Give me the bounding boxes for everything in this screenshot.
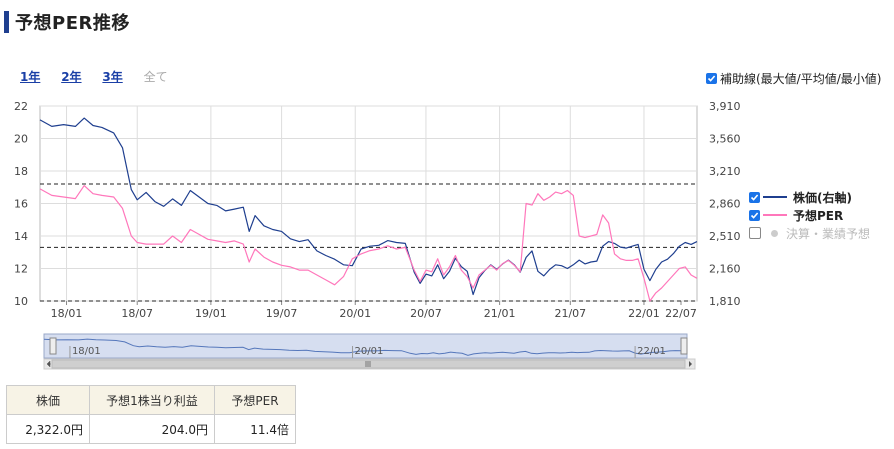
y-left-tick-label: 16 (14, 198, 28, 211)
legend-item-stock-price[interactable]: 株価(右軸) (749, 188, 870, 206)
legend-item-per[interactable]: 予想PER (749, 206, 870, 224)
x-tick-label: 20/07 (410, 307, 442, 320)
series-line-per (39, 184, 698, 302)
range-all-link: 全て (143, 70, 168, 84)
y-right-tick-label: 1,810 (709, 295, 741, 308)
y-right-tick-label: 3,560 (709, 133, 741, 146)
x-tick-label: 21/07 (554, 307, 586, 320)
navigator-left-handle[interactable] (49, 337, 57, 355)
y-right-tick-label: 2,510 (709, 230, 741, 243)
y-left-tick-label: 20 (14, 133, 28, 146)
y-left-tick-label: 14 (14, 230, 28, 243)
navigator-label: 20/01 (355, 346, 384, 357)
navigator-right-handle[interactable] (680, 337, 688, 355)
scrollbar-grip-icon (365, 361, 371, 367)
y-left-tick-label: 18 (14, 165, 28, 178)
x-tick-label: 21/01 (484, 307, 516, 320)
chart-legend: 株価(右軸) 予想PER 決算・業績予想 (749, 188, 870, 242)
x-tick-label: 18/01 (51, 307, 83, 320)
navigator-series-line (43, 338, 688, 356)
header-price: 株価 (6, 385, 90, 415)
range-2y-link[interactable]: 2年 (61, 70, 82, 84)
y-right-tick-label: 2,160 (709, 263, 741, 276)
y-left-tick-label: 10 (14, 295, 28, 308)
summary-value-row: 2,322.0円 204.0円 11.4倍 (6, 414, 296, 444)
section-title: 予想PER推移 (4, 10, 130, 34)
header-per: 予想PER (214, 385, 296, 415)
page-title: 予想PER推移 (15, 13, 130, 34)
x-tick-label: 19/01 (195, 307, 227, 320)
scroll-right-arrow-icon[interactable] (689, 361, 692, 367)
legend-swatch-per (763, 214, 787, 216)
y-right-tick-label: 3,910 (709, 100, 741, 113)
range-navigator[interactable]: 18/01 20/01 22/01 (0, 330, 894, 370)
legend-label-earnings: 決算・業績予想 (786, 226, 871, 241)
aux-lines-label: 補助線(最大値/平均値/最小値) (720, 72, 882, 86)
scroll-left-arrow-icon[interactable] (46, 360, 51, 368)
header-eps: 予想1株当り利益 (89, 385, 215, 415)
summary-table: 株価 予想1株当り利益 予想PER 2,322.0円 204.0円 11.4倍 (6, 385, 296, 444)
navigator-label: 22/01 (637, 346, 666, 357)
range-1y-link[interactable]: 1年 (20, 70, 41, 84)
legend-item-earnings[interactable]: 決算・業績予想 (749, 224, 870, 242)
range-3y-link[interactable]: 3年 (102, 70, 123, 84)
y-right-tick-label: 2,860 (709, 198, 741, 211)
value-eps: 204.0円 (89, 414, 215, 444)
legend-swatch-stock-price (763, 196, 787, 198)
series-line-stock-price (39, 117, 698, 296)
x-tick-label: 18/07 (121, 307, 153, 320)
value-per: 11.4倍 (214, 414, 296, 444)
legend-checkbox-stock-price[interactable] (749, 191, 760, 203)
y-right-tick-label: 3,210 (709, 165, 741, 178)
legend-label-per: 予想PER (793, 208, 844, 223)
legend-checkbox-earnings[interactable] (749, 227, 761, 239)
value-price: 2,322.0円 (6, 414, 90, 444)
per-chart: 10 12 14 16 18 20 22 1,810 2,160 2,510 2,860 3,210 3… (14, 100, 741, 320)
y-left-tick-label: 22 (14, 100, 28, 113)
title-accent-bar (4, 11, 9, 33)
legend-label-stock-price: 株価(右軸) (793, 190, 852, 205)
legend-dot-earnings (771, 229, 778, 237)
period-selector: 1年 2年 3年 全て (20, 68, 185, 85)
aux-lines-checkbox[interactable] (706, 73, 717, 84)
summary-header-row: 株価 予想1株当り利益 予想PER (6, 385, 296, 415)
aux-lines-toggle[interactable]: 補助線(最大値/平均値/最小値) (706, 70, 881, 87)
y-left-tick-label: 12 (14, 263, 28, 276)
legend-checkbox-per[interactable] (749, 209, 760, 221)
navigator-label: 18/01 (72, 346, 101, 357)
x-tick-label: 22/01 (628, 307, 660, 320)
x-tick-label: 22/07 (665, 307, 697, 320)
x-tick-label: 20/01 (339, 307, 371, 320)
x-tick-label: 19/07 (266, 307, 298, 320)
